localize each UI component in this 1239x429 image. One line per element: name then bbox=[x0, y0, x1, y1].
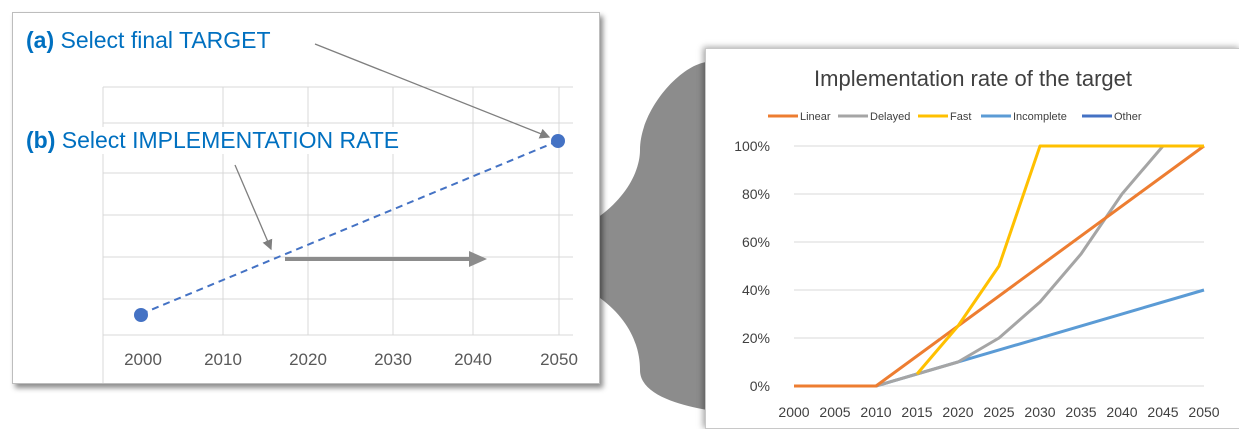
x-tick-label: 2045 bbox=[1147, 404, 1178, 420]
implementation-rate-chart-panel: Implementation rate of the target 0% 20% 4… bbox=[705, 48, 1239, 429]
y-tick-label: 20% bbox=[742, 330, 770, 346]
sketch-x-tick-label: 2050 bbox=[540, 350, 578, 369]
x-tick-label: 2030 bbox=[1024, 404, 1055, 420]
implementation-path-dashed bbox=[140, 140, 559, 315]
implementation-rate-chart: 0% 20% 40% 60% 80% 100% 2000 2005 2010 2015 2020 20… bbox=[734, 111, 1220, 420]
x-tick-label: 2025 bbox=[983, 404, 1014, 420]
zoom-arrow-head bbox=[469, 251, 487, 267]
step-b-label: (b) Select IMPLEMENTATION RATE bbox=[26, 127, 406, 154]
x-tick-label: 2040 bbox=[1106, 404, 1137, 420]
rate-callout-arrow bbox=[234, 164, 273, 251]
y-tick-label: 80% bbox=[742, 186, 770, 202]
y-tick-label: 100% bbox=[734, 138, 770, 154]
x-tick-label: 2005 bbox=[819, 404, 850, 420]
step-b-text: Select IMPLEMENTATION RATE bbox=[61, 127, 400, 153]
legend-label-linear: Linear bbox=[800, 111, 831, 123]
sketch-x-tick-label: 2040 bbox=[454, 350, 492, 369]
start-marker bbox=[134, 308, 148, 322]
target-selection-panel: 2000 2010 2020 2030 2040 2050 (a) Select fina… bbox=[12, 12, 600, 384]
series-line-linear bbox=[794, 144, 1205, 388]
step-a-letter: (a) bbox=[26, 27, 55, 53]
step-a-label: (a) Select final TARGET bbox=[26, 27, 271, 54]
x-tick-label: 2035 bbox=[1065, 404, 1096, 420]
sketch-x-tick-label: 2020 bbox=[289, 350, 327, 369]
y-tick-label: 0% bbox=[750, 378, 770, 394]
x-tick-label: 2000 bbox=[778, 404, 809, 420]
legend-label-incomplete: Incomplete bbox=[1013, 111, 1067, 123]
y-tick-label: 40% bbox=[742, 282, 770, 298]
sketch-x-tick-label: 2010 bbox=[204, 350, 242, 369]
sketch-x-tick-label: 2000 bbox=[124, 350, 162, 369]
target-callout-arrow bbox=[314, 43, 551, 139]
x-tick-label: 2050 bbox=[1188, 404, 1219, 420]
y-tick-label: 60% bbox=[742, 234, 770, 250]
sketch-x-ticks: 2000 2010 2020 2030 2040 2050 bbox=[124, 350, 578, 369]
x-tick-label: 2010 bbox=[860, 404, 891, 420]
series-line-fast bbox=[915, 144, 1204, 375]
x-tick-label: 2015 bbox=[901, 404, 932, 420]
legend-label-other: Other bbox=[1114, 111, 1142, 123]
sketch-x-tick-label: 2030 bbox=[374, 350, 412, 369]
target-marker bbox=[551, 134, 565, 148]
legend-label-fast: Fast bbox=[950, 111, 971, 123]
step-a-text: Select final TARGET bbox=[60, 27, 271, 53]
target-sketch: 2000 2010 2020 2030 2040 2050 bbox=[102, 43, 578, 383]
step-b-letter: (b) bbox=[26, 127, 56, 153]
legend-label-delayed: Delayed bbox=[870, 111, 910, 123]
x-tick-label: 2020 bbox=[942, 404, 973, 420]
chart-title: Implementation rate of the target bbox=[814, 66, 1132, 91]
